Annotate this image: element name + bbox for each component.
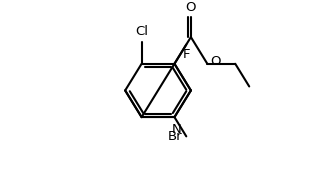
Text: O: O bbox=[210, 55, 221, 68]
Text: O: O bbox=[186, 1, 196, 14]
Text: N: N bbox=[172, 123, 181, 136]
Text: Cl: Cl bbox=[135, 25, 148, 38]
Text: F: F bbox=[182, 48, 190, 61]
Text: Br: Br bbox=[168, 130, 182, 143]
